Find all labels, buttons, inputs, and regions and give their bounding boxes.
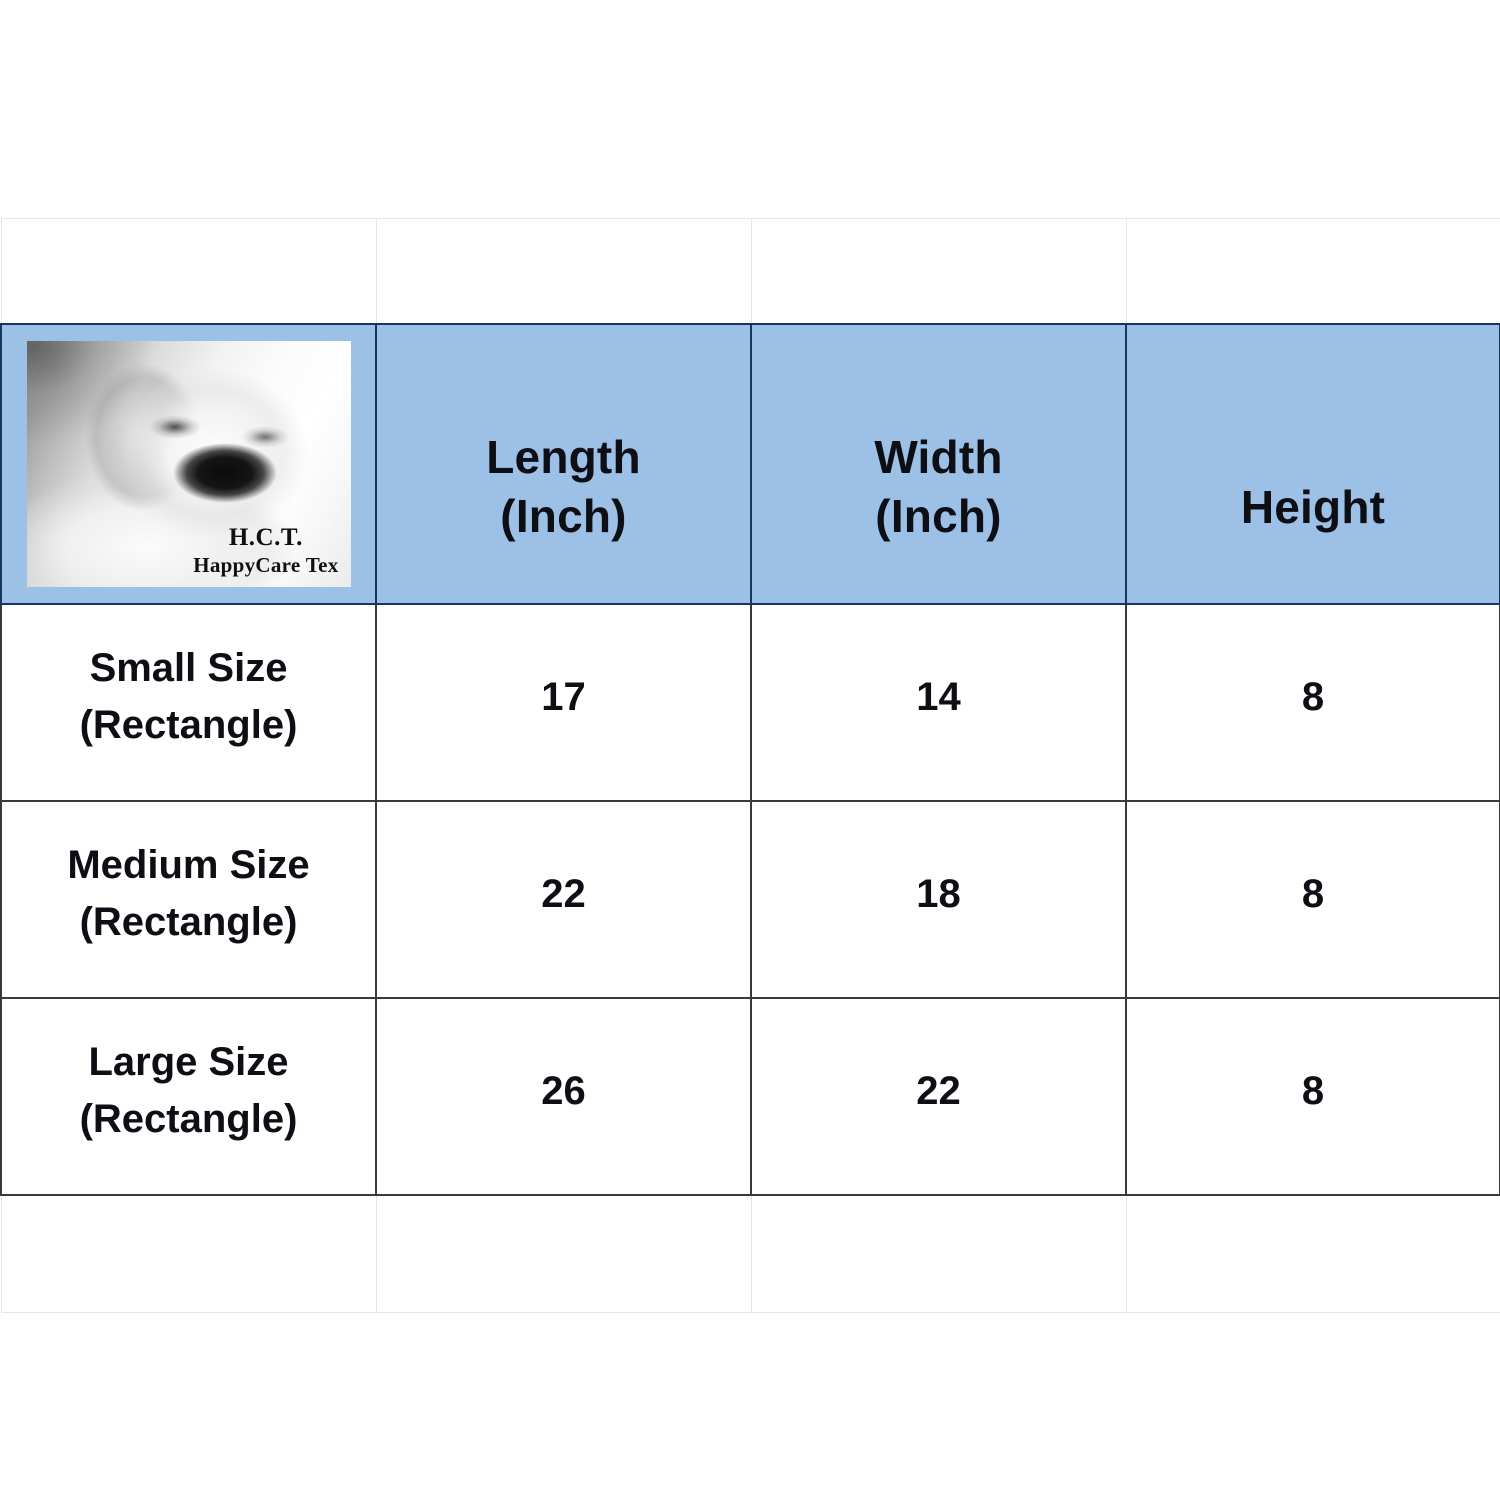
spacer-cell-2 — [375, 218, 752, 325]
value-small-width: 14 — [916, 674, 961, 719]
header-cell-logo: H.C.T. HappyCare Tex — [0, 323, 377, 605]
row-label-small: Small Size (Rectangle) — [0, 603, 377, 802]
brand-logo: H.C.T. HappyCare Tex — [26, 341, 351, 587]
spacer-cell-8 — [1125, 1195, 1500, 1313]
value-medium-height: 8 — [1301, 871, 1325, 916]
cell-medium-length: 22 — [375, 800, 752, 999]
spacer-cell-7 — [750, 1195, 1127, 1313]
header-length-line1: Length — [486, 431, 641, 484]
table-row: Large Size (Rectangle) 26 22 8 — [0, 997, 1500, 1196]
cell-large-length: 26 — [375, 997, 752, 1196]
header-width-line2: (Inch) — [875, 490, 1002, 542]
value-medium-length: 22 — [541, 871, 586, 916]
cell-medium-width: 18 — [750, 800, 1127, 999]
spacer-cell-6 — [375, 1195, 752, 1313]
table-row: Small Size (Rectangle) 17 14 8 — [0, 603, 1500, 802]
table-spacer-row-bottom — [0, 1195, 1500, 1313]
value-small-length: 17 — [541, 674, 586, 719]
value-large-height: 8 — [1301, 1068, 1325, 1113]
size-chart-table: H.C.T. HappyCare Tex Length (Inch) Width… — [0, 218, 1500, 1313]
cell-small-height: 8 — [1125, 603, 1500, 802]
spacer-cell-3 — [750, 218, 1127, 325]
row-label-medium: Medium Size (Rectangle) — [0, 800, 377, 999]
spacer-cell-5 — [0, 1195, 377, 1313]
puppy-photo-icon — [26, 341, 351, 587]
brand-logo-text: H.C.T. HappyCare Tex — [193, 523, 338, 579]
value-small-height: 8 — [1301, 674, 1325, 719]
value-medium-width: 18 — [916, 871, 961, 916]
row-label-large-line2: (Rectangle) — [79, 1096, 298, 1141]
header-cell-width: Width (Inch) — [750, 323, 1127, 605]
cell-small-length: 17 — [375, 603, 752, 802]
cell-small-width: 14 — [750, 603, 1127, 802]
row-label-medium-line2: (Rectangle) — [79, 899, 298, 944]
header-height-line1: Height — [1240, 480, 1386, 533]
spacer-cell-4 — [1125, 218, 1500, 325]
brand-name: HappyCare Tex — [193, 553, 339, 578]
cell-large-height: 8 — [1125, 997, 1500, 1196]
table-header-row: H.C.T. HappyCare Tex Length (Inch) Width… — [0, 323, 1500, 605]
spacer-cell-1 — [0, 218, 377, 325]
header-width-line1: Width — [874, 431, 1003, 484]
row-label-large-line1: Large Size — [88, 1039, 289, 1084]
row-label-large: Large Size (Rectangle) — [0, 997, 377, 1196]
row-label-small-line1: Small Size — [89, 645, 288, 690]
header-cell-height: Height — [1125, 323, 1500, 605]
table-spacer-row-top — [0, 218, 1500, 325]
cell-medium-height: 8 — [1125, 800, 1500, 999]
cell-large-width: 22 — [750, 997, 1127, 1196]
row-label-small-line2: (Rectangle) — [79, 702, 298, 747]
value-large-length: 26 — [541, 1068, 586, 1113]
table-row: Medium Size (Rectangle) 22 18 8 — [0, 800, 1500, 999]
value-large-width: 22 — [916, 1068, 961, 1113]
row-label-medium-line1: Medium Size — [67, 842, 310, 887]
header-length-line2: (Inch) — [500, 490, 627, 542]
brand-abbr: H.C.T. — [228, 523, 303, 551]
header-cell-length: Length (Inch) — [375, 323, 752, 605]
